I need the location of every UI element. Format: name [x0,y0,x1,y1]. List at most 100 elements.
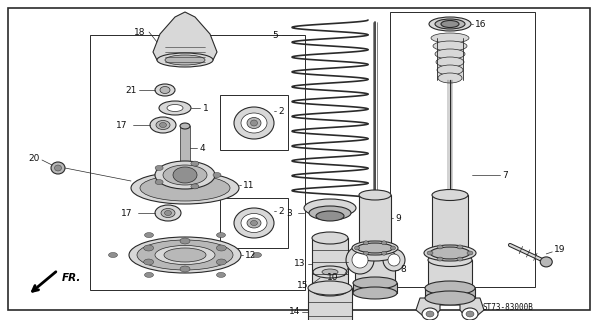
Ellipse shape [429,17,471,31]
Ellipse shape [435,19,465,29]
Ellipse shape [241,113,267,133]
Ellipse shape [145,233,154,237]
Ellipse shape [217,233,226,237]
Ellipse shape [424,245,476,261]
Text: 19: 19 [554,245,566,254]
Ellipse shape [155,84,175,96]
Ellipse shape [425,291,475,305]
Ellipse shape [428,284,472,297]
Bar [437,38,463,80]
Ellipse shape [191,184,199,189]
Text: 15: 15 [296,282,308,291]
Bar [390,12,535,287]
Ellipse shape [251,220,257,226]
Ellipse shape [353,287,397,299]
Ellipse shape [137,240,233,270]
Text: 7: 7 [502,171,508,180]
Ellipse shape [161,209,175,218]
Ellipse shape [462,308,478,320]
Text: 20: 20 [29,154,40,163]
Ellipse shape [309,206,351,220]
Ellipse shape [355,249,395,261]
Ellipse shape [155,180,163,185]
Ellipse shape [234,208,274,238]
Bar [312,238,348,290]
Ellipse shape [364,241,368,245]
Text: 4: 4 [200,143,206,153]
Text: 3: 3 [286,209,292,218]
Ellipse shape [312,232,348,244]
Ellipse shape [352,241,398,255]
Ellipse shape [437,245,443,249]
Ellipse shape [160,86,170,93]
Ellipse shape [457,257,463,261]
Bar [359,195,391,250]
Ellipse shape [155,245,215,265]
Ellipse shape [251,120,257,126]
Ellipse shape [422,308,438,320]
Ellipse shape [382,251,386,255]
Text: 21: 21 [125,85,137,94]
Text: 1: 1 [203,103,209,113]
Text: 13: 13 [293,260,305,268]
Bar [220,95,288,150]
Ellipse shape [143,259,154,265]
Text: 16: 16 [475,20,487,28]
Ellipse shape [173,167,197,183]
Bar [353,283,397,293]
Ellipse shape [312,284,348,296]
Ellipse shape [155,205,181,221]
Text: ST73-83000B: ST73-83000B [482,303,533,313]
Polygon shape [153,12,217,60]
Bar [90,35,305,290]
Text: 2: 2 [278,107,284,116]
Ellipse shape [359,245,391,255]
Ellipse shape [435,49,465,59]
Text: 11: 11 [243,180,254,189]
Ellipse shape [247,117,261,129]
Ellipse shape [140,175,230,201]
Ellipse shape [308,281,352,295]
Ellipse shape [436,57,464,67]
Bar [180,126,190,170]
Ellipse shape [159,101,191,115]
Ellipse shape [51,162,65,174]
Ellipse shape [129,237,241,273]
Text: 10: 10 [326,274,338,283]
Ellipse shape [457,245,463,249]
Text: FR.: FR. [62,273,82,283]
Ellipse shape [131,172,239,204]
Ellipse shape [357,243,393,253]
Ellipse shape [355,246,359,250]
Bar [308,288,352,320]
Ellipse shape [313,266,347,278]
Text: 5: 5 [272,30,278,39]
Ellipse shape [160,123,167,127]
Ellipse shape [180,266,190,272]
Ellipse shape [217,272,226,277]
Ellipse shape [180,123,190,129]
Ellipse shape [388,254,400,266]
Text: 12: 12 [245,251,256,260]
Text: 14: 14 [289,308,300,316]
Ellipse shape [155,161,215,189]
Ellipse shape [427,251,433,255]
Ellipse shape [441,20,459,28]
Ellipse shape [433,41,467,51]
Ellipse shape [180,238,190,244]
Ellipse shape [143,245,154,251]
Ellipse shape [391,246,395,250]
Ellipse shape [157,53,213,67]
Ellipse shape [467,251,473,255]
Ellipse shape [437,257,443,261]
Text: 8: 8 [400,266,406,275]
Bar [220,198,288,248]
Ellipse shape [425,281,475,295]
Ellipse shape [466,311,474,317]
Ellipse shape [430,247,470,259]
Ellipse shape [241,213,267,233]
Ellipse shape [438,73,462,83]
Ellipse shape [165,55,205,65]
Ellipse shape [180,167,190,173]
Text: 17: 17 [121,209,132,218]
